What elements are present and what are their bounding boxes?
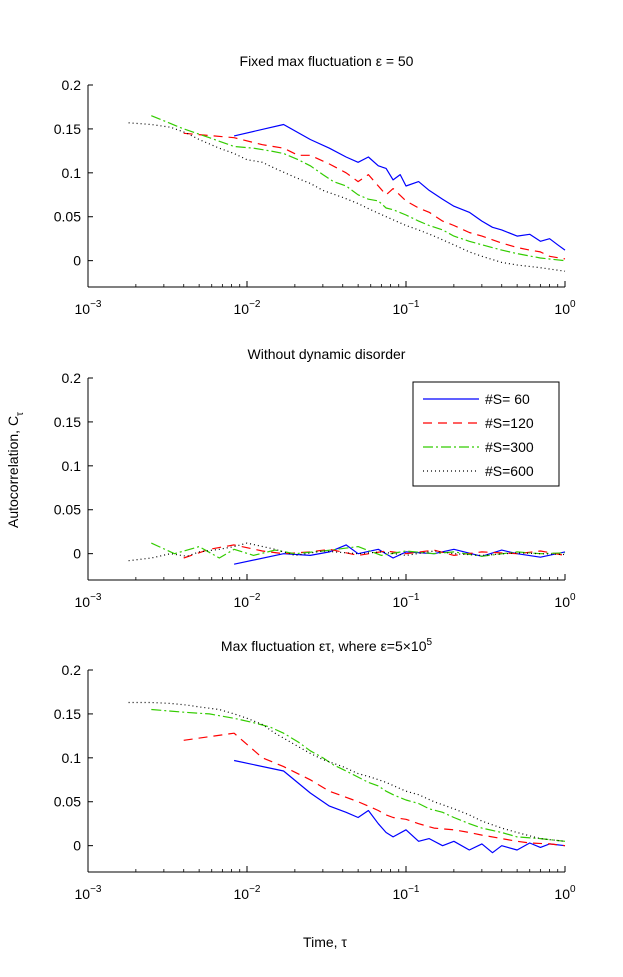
x-tick-label: 10−1 <box>393 592 420 610</box>
y-tick-label: 0 <box>73 253 81 269</box>
x-axis-label: Time, τ <box>303 934 347 950</box>
y-tick-label: 0 <box>73 838 81 854</box>
x-tick-exponent: −3 <box>90 884 102 895</box>
chart-panel-1: Fixed max fluctuation ε = 50 0 0.05 0.1 0.15… <box>54 53 576 317</box>
y-tick-label: 0.2 <box>62 77 82 93</box>
series-line-4 <box>128 701 566 842</box>
y-tick-label: 0.15 <box>54 706 81 722</box>
y-tick-label: 0.1 <box>62 458 82 474</box>
x-tick-base: 10 <box>75 594 91 610</box>
x-tick-label: 10−2 <box>234 299 261 317</box>
chart-title-text: Max fluctuation ετ, where ε=5×10 <box>221 638 427 654</box>
x-tick-label: 10−2 <box>234 592 261 610</box>
x-tick-base: 10 <box>393 594 409 610</box>
panels: Fixed max fluctuation ε = 5000.050.10.15… <box>54 53 576 902</box>
series-line-1 <box>233 759 566 854</box>
series-line-2 <box>183 544 566 559</box>
y-tick-label: 0.15 <box>54 121 81 137</box>
x-tick-base: 10 <box>234 594 250 610</box>
y-tick-label: 0.1 <box>62 750 82 766</box>
y-tick-label: 0.05 <box>54 209 81 225</box>
x-tick-exponent: −2 <box>249 884 261 895</box>
legend-entry-3: #S=300 <box>485 439 534 455</box>
x-tick-label: 10−3 <box>75 884 102 902</box>
x-tick-base: 10 <box>554 886 570 902</box>
x-tick-base: 10 <box>75 886 91 902</box>
chart-title: Without dynamic disorder <box>248 346 406 362</box>
x-tick-label: 100 <box>554 884 576 902</box>
x-tick-exponent: −3 <box>90 299 102 310</box>
legend: #S= 60 #S=120 #S=300 #S=600 <box>412 381 560 487</box>
x-tick-label: 100 <box>554 592 576 610</box>
y-tick-label: 0.2 <box>62 662 82 678</box>
legend-entry-4: #S=600 <box>485 463 534 479</box>
y-tick-label: 0.15 <box>54 414 81 430</box>
x-tick-base: 10 <box>554 301 570 317</box>
x-tick-base: 10 <box>393 301 409 317</box>
series-line-4 <box>128 542 566 562</box>
y-axis-label: Autocorrelation, Cτ <box>5 412 26 528</box>
x-tick-base: 10 <box>554 594 570 610</box>
x-tick-exponent: 0 <box>570 884 576 895</box>
x-tick-label: 10−1 <box>393 299 420 317</box>
chart-title-text: Without dynamic disorder <box>248 346 406 362</box>
series-line-2 <box>183 732 566 847</box>
x-tick-label: 10−3 <box>75 299 102 317</box>
x-tick-base: 10 <box>393 886 409 902</box>
series-line-4 <box>128 122 566 272</box>
x-tick-exponent: −3 <box>90 592 102 603</box>
series-line-1 <box>233 123 566 251</box>
chart-title: Max fluctuation ετ, where ε=5×105 <box>221 637 433 654</box>
x-tick-exponent: −1 <box>408 299 420 310</box>
x-tick-base: 10 <box>234 301 250 317</box>
legend-entry-1: #S= 60 <box>485 391 530 407</box>
y-tick-label: 0 <box>73 546 81 562</box>
x-tick-base: 10 <box>234 886 250 902</box>
x-tick-base: 10 <box>75 301 91 317</box>
x-tick-exponent: −2 <box>249 592 261 603</box>
x-tick-exponent: −1 <box>408 592 420 603</box>
legend-entry-2: #S=120 <box>485 415 534 431</box>
y-tick-label: 0.05 <box>54 794 81 810</box>
x-tick-exponent: 0 <box>570 299 576 310</box>
chart-title: Fixed max fluctuation ε = 50 <box>240 53 414 69</box>
y-axis-label-main: Autocorrelation, C <box>5 416 21 528</box>
y-tick-label: 0.2 <box>62 370 82 386</box>
x-tick-label: 10−3 <box>75 592 102 610</box>
chart-title-text: Fixed max fluctuation ε = 50 <box>240 53 414 69</box>
x-tick-exponent: −1 <box>408 884 420 895</box>
y-tick-label: 0.05 <box>54 502 81 518</box>
series-line-2 <box>183 132 566 260</box>
x-tick-exponent: −2 <box>249 299 261 310</box>
x-tick-label: 10−1 <box>393 884 420 902</box>
series-line-3 <box>151 708 566 842</box>
chart-title-superscript: 5 <box>427 637 433 648</box>
x-tick-label: 100 <box>554 299 576 317</box>
x-tick-exponent: 0 <box>570 592 576 603</box>
x-tick-label: 10−2 <box>234 884 261 902</box>
chart-panel-2: Without dynamic disorder 0 0.05 0.1 0.15 0.2 1… <box>54 346 576 610</box>
series-line-1 <box>233 544 566 565</box>
chart-panel-3: Max fluctuation ετ, where ε=5×105 0 0.05 0.… <box>54 637 576 902</box>
series-line-3 <box>151 115 566 262</box>
y-tick-label: 0.1 <box>62 165 82 181</box>
y-axis-label-sub: τ <box>15 412 26 416</box>
